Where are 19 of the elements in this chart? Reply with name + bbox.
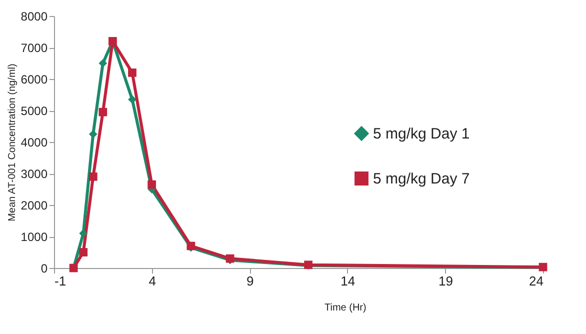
legend-label: 5 mg/kg Day 7 xyxy=(373,170,470,188)
x-tick-label: -1 xyxy=(54,274,66,288)
y-tick-label: 3000 xyxy=(20,167,48,181)
legend-label: 5 mg/kg Day 1 xyxy=(373,126,470,142)
y-tick-label: 4000 xyxy=(20,136,48,150)
y-tick-label: 0 xyxy=(40,262,48,276)
y-tick-label: 8000 xyxy=(20,10,48,24)
y-tick-label: 7000 xyxy=(20,41,48,55)
x-axis-title: Time (Hr) xyxy=(324,302,366,314)
x-tick-label: 19 xyxy=(438,274,453,288)
y-tick-label: 1000 xyxy=(20,230,48,244)
y-tick-label: 5000 xyxy=(20,104,48,118)
x-tick-label: 9 xyxy=(246,274,254,288)
x-tick-label: 24 xyxy=(529,274,544,288)
y-tick-label: 2000 xyxy=(20,198,48,212)
x-tick-label: 4 xyxy=(148,274,156,288)
y-tick-label: 6000 xyxy=(20,72,48,86)
x-tick-label: 14 xyxy=(340,274,356,288)
y-axis-title: Mean AT-001 Concentration (ng/ml) xyxy=(6,64,18,222)
